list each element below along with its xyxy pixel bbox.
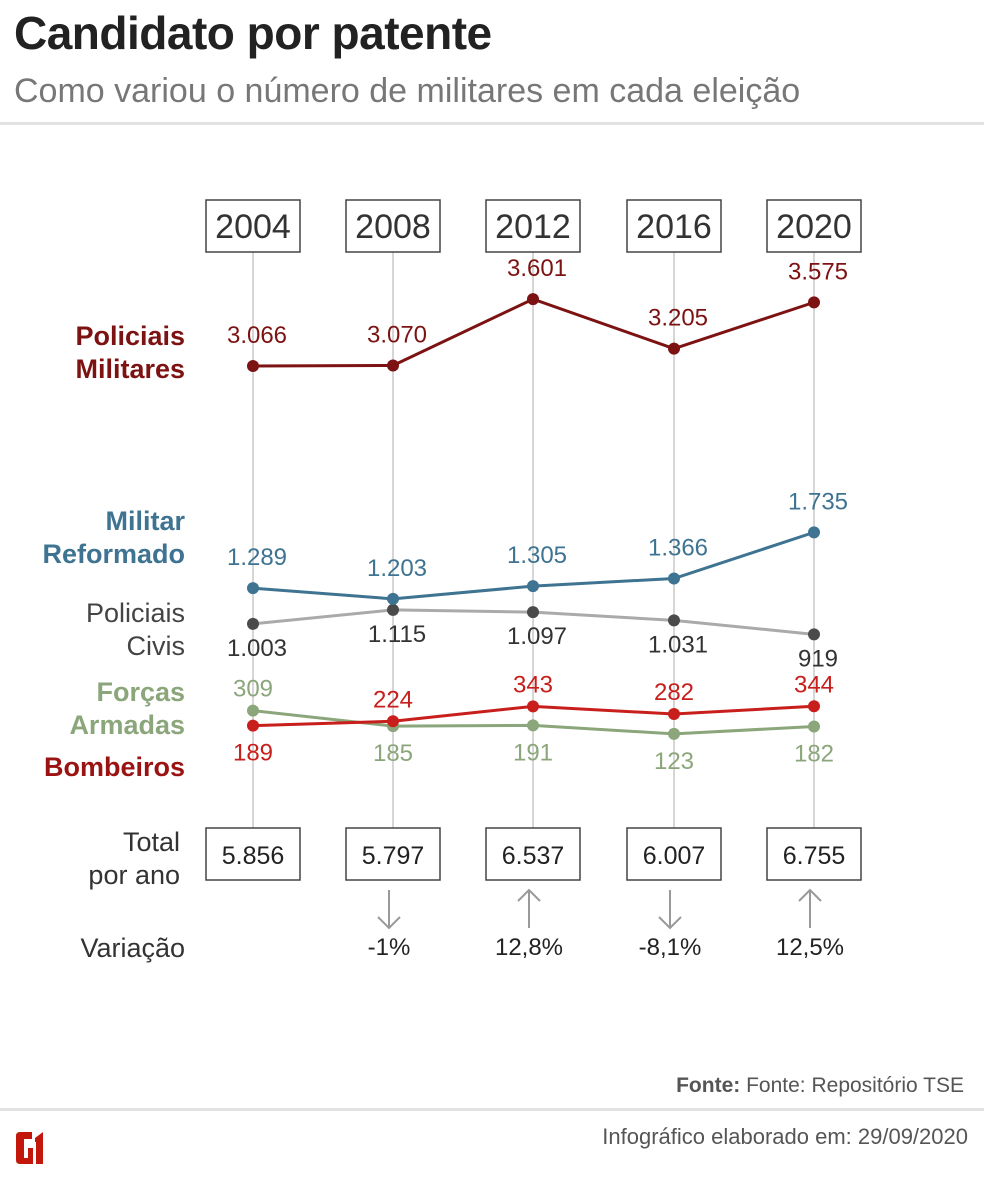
data-label: 1.735: [788, 488, 848, 515]
data-point: [808, 721, 820, 733]
year-label: 2004: [215, 208, 291, 246]
source-text: Fonte: Repositório TSE: [746, 1074, 964, 1097]
data-label: 191: [513, 739, 553, 766]
data-label: 919: [798, 645, 838, 672]
total-value: 6.537: [502, 842, 565, 870]
data-label: 1.289: [227, 544, 287, 571]
data-point: [668, 728, 680, 740]
arrow-up-icon: [518, 890, 540, 928]
data-label: 3.066: [227, 322, 287, 349]
data-label: 282: [654, 679, 694, 706]
variation-value: 12,8%: [495, 934, 563, 961]
series-name: Militar: [105, 506, 185, 536]
data-label: 309: [233, 676, 273, 703]
data-point: [527, 700, 539, 712]
data-point: [808, 628, 820, 640]
year-label: 2016: [636, 208, 712, 246]
year-label: 2020: [776, 208, 852, 246]
series-name: Bombeiros: [44, 752, 185, 782]
data-label: 1.305: [507, 542, 567, 569]
date-text: Infográfico elaborado em: 29/09/2020: [602, 1124, 968, 1150]
data-point: [247, 360, 259, 372]
data-label: 185: [373, 740, 413, 767]
data-point: [247, 582, 259, 594]
data-point: [808, 700, 820, 712]
series-name: Policiais: [86, 598, 185, 628]
data-label: 1.115: [368, 621, 426, 648]
line-chart: 20042008201220162020PoliciaisMilitaresMi…: [0, 0, 984, 1060]
data-point: [387, 360, 399, 372]
arrow-up-icon: [799, 890, 821, 928]
divider: [0, 1108, 984, 1111]
series-name: Armadas: [69, 710, 185, 740]
source-label: Fonte:: [676, 1074, 740, 1097]
year-label: 2012: [495, 208, 571, 246]
total-value: 5.797: [362, 842, 425, 870]
series-name: Civis: [127, 631, 186, 661]
arrow-down-icon: [378, 890, 400, 928]
data-label: 224: [373, 686, 413, 713]
data-point: [808, 526, 820, 538]
data-label: 189: [233, 740, 273, 767]
total-value: 6.007: [643, 842, 706, 870]
series-name: Forças: [96, 677, 185, 707]
data-label: 1.097: [507, 623, 567, 650]
data-point: [387, 604, 399, 616]
data-point: [808, 296, 820, 308]
data-point: [668, 573, 680, 585]
variation-value: 12,5%: [776, 934, 844, 961]
data-point: [668, 614, 680, 626]
data-point: [527, 580, 539, 592]
data-point: [668, 708, 680, 720]
data-point: [527, 606, 539, 618]
data-point: [527, 719, 539, 731]
totals-label: por ano: [88, 860, 180, 890]
g1-logo: [14, 1130, 46, 1166]
data-label: 1.203: [367, 555, 427, 582]
data-label: 3.601: [507, 255, 567, 282]
variation-value: -8,1%: [639, 934, 702, 961]
data-point: [247, 720, 259, 732]
totals-label: Total: [123, 827, 180, 857]
series-name: Militares: [75, 354, 185, 384]
data-point: [247, 705, 259, 717]
total-value: 5.856: [222, 842, 285, 870]
variation-label: Variação: [80, 933, 185, 963]
data-label: 1.031: [648, 631, 708, 658]
data-label: 3.205: [648, 305, 708, 332]
series-name: Reformado: [42, 539, 185, 569]
total-value: 6.755: [783, 842, 846, 870]
variation-value: -1%: [368, 934, 411, 961]
source: Fonte: Fonte: Repositório TSE: [676, 1074, 964, 1098]
data-point: [387, 593, 399, 605]
data-point: [668, 343, 680, 355]
series-name: Policiais: [75, 321, 185, 351]
data-label: 1.003: [227, 635, 287, 662]
data-point: [387, 715, 399, 727]
data-label: 344: [794, 671, 834, 698]
data-label: 1.366: [648, 535, 708, 562]
data-point: [247, 618, 259, 630]
data-label: 3.575: [788, 258, 848, 285]
arrow-down-icon: [659, 890, 681, 928]
year-label: 2008: [355, 208, 431, 246]
data-label: 3.070: [367, 322, 427, 349]
data-label: 343: [513, 671, 553, 698]
data-point: [527, 293, 539, 305]
data-label: 123: [654, 748, 694, 775]
data-label: 182: [794, 741, 834, 768]
